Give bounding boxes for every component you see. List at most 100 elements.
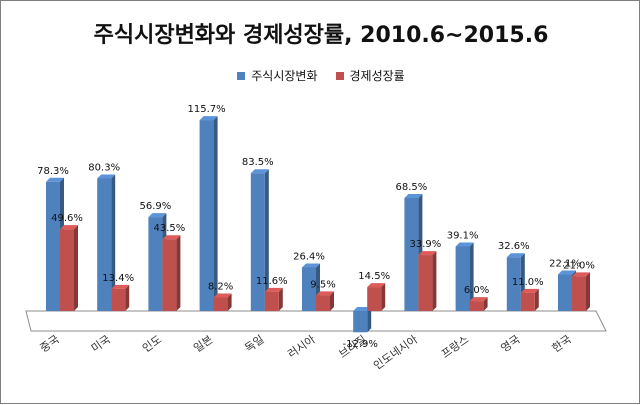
bar-side-face	[330, 291, 334, 311]
bar-경제성장률-미국	[111, 284, 130, 311]
bar-front-face	[213, 297, 228, 311]
label-주식시장변화-영국: 32.6%	[498, 241, 530, 252]
label-주식시장변화-인도네시아: 68.5%	[396, 182, 428, 193]
label-경제성장률-독일: 11.6%	[256, 276, 288, 287]
bar-경제성장률-인도네시아	[418, 251, 437, 311]
label-주식시장변화-중국: 78.3%	[37, 166, 69, 177]
label-주식시장변화-브라질: -12.9%	[343, 339, 378, 350]
label-주식시장변화-독일: 83.5%	[242, 157, 274, 168]
bar-side-face	[74, 225, 78, 311]
bar-front-face	[506, 257, 521, 311]
bar-top-face	[353, 307, 372, 311]
category-label-미국: 미국	[89, 333, 113, 355]
label-경제성장률-러시아: 9.5%	[310, 279, 335, 290]
bar-주식시장변화-프랑스	[455, 242, 474, 311]
legend-swatch-series-2	[335, 71, 344, 80]
bar-경제성장률-프랑스	[469, 297, 488, 311]
bar-front-face	[199, 120, 214, 311]
label-경제성장률-프랑스: 6.0%	[464, 285, 489, 296]
bar-side-face	[381, 283, 386, 311]
floor-plane	[25, 310, 607, 332]
bar-top-face	[572, 272, 590, 277]
bar-front-face	[404, 197, 419, 311]
bar-top-face	[60, 225, 78, 230]
chart-title: 주식시장변화와 경제성장률, 2010.6~2015.6	[93, 23, 549, 48]
bar-top-face	[367, 283, 386, 288]
bar-top-face	[264, 287, 283, 292]
bar-top-face	[506, 253, 525, 258]
legend-label-series-2: 경제성장률	[349, 69, 405, 83]
category-label-한국: 한국	[550, 333, 574, 355]
label-주식시장변화-일본: 115.7%	[188, 104, 226, 115]
bar-side-face	[125, 284, 130, 311]
bar-top-face	[46, 177, 64, 182]
category-label-브라질: 브라질	[337, 333, 369, 361]
bar-경제성장률-한국	[572, 272, 590, 311]
bar-front-face	[162, 239, 177, 311]
label-경제성장률-인도: 43.5%	[154, 223, 186, 234]
legend-label-series-1: 주식시장변화	[251, 69, 318, 83]
bar-경제성장률-러시아	[316, 291, 334, 311]
chart-legend: 주식시장변화 경제성장률	[1, 67, 640, 84]
category-label-영국: 영국	[498, 333, 522, 355]
legend-swatch-series-1	[237, 71, 246, 80]
bar-주식시장변화-독일	[250, 169, 269, 311]
bar-경제성장률-브라질	[367, 283, 386, 311]
label-주식시장변화-프랑스: 39.1%	[447, 230, 479, 241]
category-label-독일: 독일	[242, 332, 267, 355]
bar-front-face	[60, 229, 74, 311]
bar-front-face	[264, 291, 279, 311]
bar-주식시장변화-미국	[97, 174, 116, 311]
bar-front-face	[455, 246, 470, 311]
label-경제성장률-중국: 49.6%	[51, 213, 83, 224]
bar-top-face	[97, 174, 116, 179]
bar-top-face	[148, 213, 167, 218]
label-경제성장률-일본: 8.2%	[208, 281, 233, 292]
bar-front-face	[469, 301, 484, 311]
bar-top-face	[558, 270, 576, 275]
bar-경제성장률-독일	[264, 287, 283, 311]
bar-경제성장률-중국	[60, 225, 78, 311]
legend-item-series-1: 주식시장변화	[237, 67, 318, 84]
bar-side-face	[176, 235, 181, 311]
bar-top-face	[199, 116, 218, 121]
bar-side-face	[586, 272, 590, 311]
bar-주식시장변화-일본	[199, 116, 218, 311]
bar-top-face	[455, 242, 474, 247]
bar-front-face	[250, 173, 265, 311]
bar-front-face	[148, 217, 163, 311]
bar-주식시장변화-중국	[46, 177, 64, 311]
label-경제성장률-한국: 21.0%	[563, 260, 595, 271]
legend-item-series-2: 경제성장률	[335, 67, 405, 84]
bar-top-face	[250, 169, 269, 174]
label-경제성장률-인도네시아: 33.9%	[410, 239, 442, 250]
bar-경제성장률-일본	[213, 293, 232, 311]
bar-front-face	[520, 292, 535, 311]
bar-경제성장률-인도	[162, 235, 181, 311]
category-label-인도: 인도	[140, 333, 164, 355]
bar-top-face	[469, 297, 488, 302]
label-경제성장률-미국: 13.4%	[102, 273, 134, 284]
bar-side-face	[469, 242, 474, 311]
category-label-일본: 일본	[191, 332, 216, 355]
label-주식시장변화-미국: 80.3%	[88, 163, 120, 174]
bar-front-face	[97, 178, 112, 311]
bar-side-face	[278, 287, 283, 311]
bar-side-face	[432, 251, 437, 311]
bar-주식시장변화-브라질	[353, 307, 372, 333]
bar-top-face	[404, 193, 423, 198]
bar-side-face	[367, 307, 372, 333]
bar-side-face	[264, 169, 269, 311]
category-label-중국: 중국	[38, 333, 62, 355]
bar-side-face	[213, 116, 218, 311]
bar-front-face	[316, 295, 330, 311]
bar-front-face	[558, 274, 572, 311]
bar-front-face	[302, 267, 316, 311]
bar-side-face	[483, 297, 488, 311]
bar-경제성장률-영국	[520, 288, 539, 311]
label-경제성장률-영국: 11.0%	[512, 277, 544, 288]
label-주식시장변화-인도: 56.9%	[140, 201, 172, 212]
bar-top-face	[520, 288, 539, 293]
